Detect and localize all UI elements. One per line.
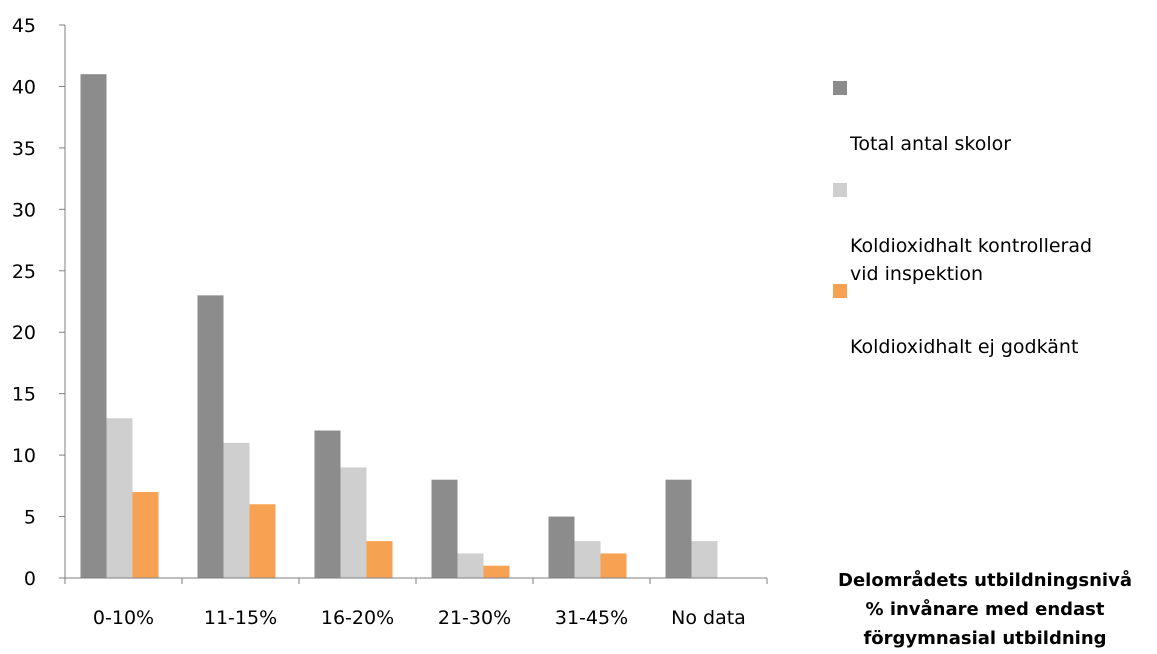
bar-kontrollerad xyxy=(574,541,601,578)
bar-ej-godkant xyxy=(132,491,159,578)
legend-item-total: Total antal skolor xyxy=(833,74,1011,186)
x-axis-title-line-3: förgymnasial utbildning xyxy=(863,628,1107,649)
bar-kontrollerad xyxy=(691,541,718,578)
bar-total xyxy=(548,516,575,578)
legend-item-kontrollerad: Koldioxidhalt kontrollerad vid inspektio… xyxy=(833,176,1092,316)
bar-total xyxy=(197,295,224,578)
bar-ej-godkant xyxy=(483,565,510,578)
y-tick-label: 20 xyxy=(12,322,36,344)
y-tick-label: 45 xyxy=(12,15,36,37)
y-tick-label: 30 xyxy=(12,199,36,221)
bar-total xyxy=(431,479,458,578)
x-ticks: 0-10% 11-15% 16-20% 21-30% 31-45% No data xyxy=(64,578,768,629)
x-axis-title-line-1: Delområdets utbildningsnivå xyxy=(838,570,1132,591)
bar-chart: 0 5 10 15 20 25 30 35 40 45 0-10% 11-15% 16-20% 21-3… xyxy=(12,15,768,629)
x-axis-title: Delområdets utbildningsnivå % invånare m… xyxy=(820,566,1150,653)
y-tick-label: 35 xyxy=(12,138,36,160)
bar-kontrollerad xyxy=(106,418,133,578)
x-tick-label: No data xyxy=(671,607,746,629)
x-tick-label: 21-30% xyxy=(438,607,511,629)
y-tick-label: 40 xyxy=(12,76,36,98)
legend-swatch-kontrollerad xyxy=(833,183,847,197)
legend-item-ej-godkant: Koldioxidhalt ej godkänt xyxy=(833,277,1078,389)
y-tick-label: 5 xyxy=(24,507,36,529)
x-axis-title-line-2: % invånare med endast xyxy=(865,599,1105,620)
bar-kontrollerad xyxy=(340,467,367,578)
y-tick-label: 25 xyxy=(12,261,36,283)
bar-total xyxy=(665,479,692,578)
bar-ej-godkant xyxy=(249,504,276,578)
legend-label-kontrollerad: Koldioxidhalt kontrollerad vid inspektio… xyxy=(850,235,1093,285)
y-ticks: 0 5 10 15 20 25 30 35 40 45 xyxy=(12,15,65,590)
x-tick-label: 16-20% xyxy=(321,607,394,629)
legend-swatch-ej-godkant xyxy=(833,284,847,298)
bar-total xyxy=(80,74,107,579)
bar-ej-godkant xyxy=(600,553,627,578)
bar-kontrollerad xyxy=(223,442,250,578)
y-tick-label: 15 xyxy=(12,384,36,406)
legend-swatch-total xyxy=(833,81,847,95)
y-tick-label: 10 xyxy=(12,445,36,467)
bar-ej-godkant xyxy=(366,541,393,578)
bars-group xyxy=(80,74,718,579)
x-tick-label: 11-15% xyxy=(204,607,277,629)
legend-label-total: Total antal skolor xyxy=(850,133,1012,155)
bar-kontrollerad xyxy=(457,553,484,578)
bar-total xyxy=(314,430,341,578)
y-tick-label: 0 xyxy=(24,568,36,590)
legend-label-ej-godkant: Koldioxidhalt ej godkänt xyxy=(850,336,1079,358)
x-tick-label: 0-10% xyxy=(93,607,154,629)
x-tick-label: 31-45% xyxy=(555,607,628,629)
